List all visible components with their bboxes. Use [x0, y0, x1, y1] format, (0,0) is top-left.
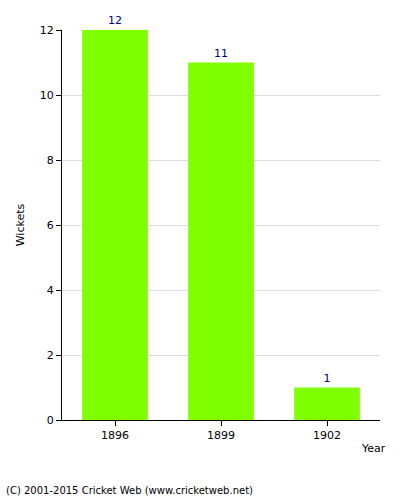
- svg-text:8: 8: [47, 154, 54, 167]
- svg-text:4: 4: [47, 284, 54, 297]
- svg-text:1902: 1902: [313, 429, 341, 442]
- svg-text:12: 12: [40, 24, 54, 37]
- svg-text:Year: Year: [361, 442, 386, 455]
- svg-text:1899: 1899: [207, 429, 235, 442]
- svg-text:12: 12: [108, 14, 122, 27]
- svg-text:1896: 1896: [101, 429, 129, 442]
- svg-text:2: 2: [47, 349, 54, 362]
- svg-text:10: 10: [40, 89, 54, 102]
- svg-text:(C) 2001-2015 Cricket Web (www: (C) 2001-2015 Cricket Web (www.cricketwe…: [6, 485, 253, 496]
- svg-text:11: 11: [214, 47, 228, 60]
- svg-text:0: 0: [47, 414, 54, 427]
- svg-text:1: 1: [324, 372, 331, 385]
- svg-text:Wickets: Wickets: [14, 203, 27, 246]
- svg-text:6: 6: [47, 219, 54, 232]
